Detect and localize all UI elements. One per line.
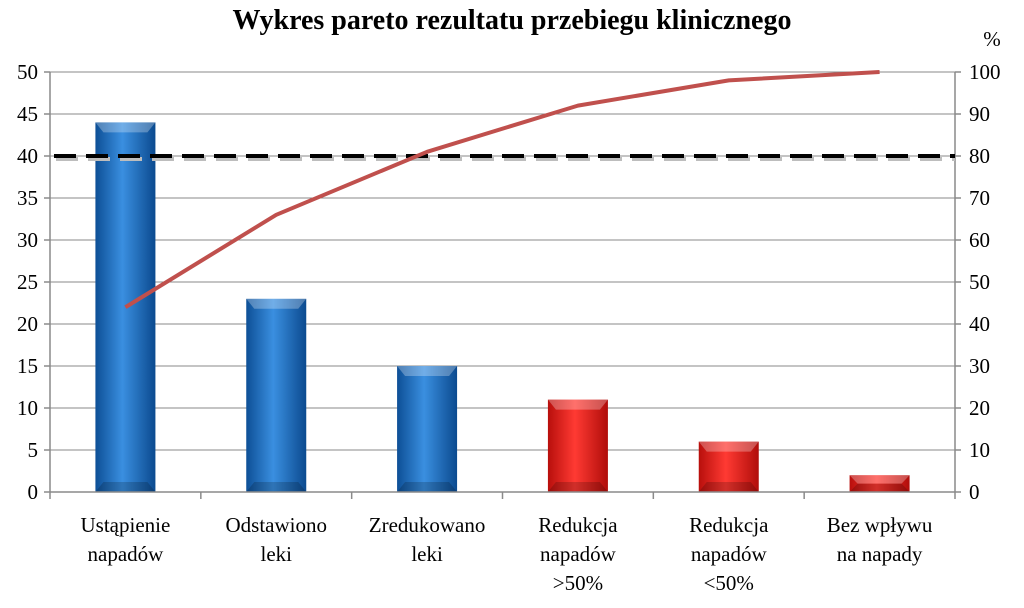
- bar-bevel-top: [246, 299, 306, 309]
- bars: [95, 122, 909, 492]
- x-category-label-line: Ustąpienie: [81, 513, 171, 537]
- y2-tick-label: 80: [969, 144, 990, 168]
- bar-bevel-top: [850, 475, 910, 483]
- bar-bevel-bottom: [548, 482, 608, 492]
- y2-tick-label: 0: [969, 480, 980, 504]
- bar: [246, 299, 306, 492]
- bar-body: [548, 400, 608, 492]
- bar: [397, 366, 457, 492]
- y2-tick-label: 70: [969, 186, 990, 210]
- y-tick-label: 30: [17, 228, 38, 252]
- bar-body: [397, 366, 457, 492]
- y2-tick-label: 30: [969, 354, 990, 378]
- bar-bevel-bottom: [397, 482, 457, 492]
- bar-bevel-top: [699, 442, 759, 452]
- y2-tick-label: 100: [969, 60, 1001, 84]
- x-category-label-line: <50%: [704, 571, 754, 595]
- x-category-label-line: Redukcja: [689, 513, 769, 537]
- cumulative-line: [125, 72, 879, 307]
- bar: [548, 400, 608, 492]
- y-tick-label: 50: [17, 60, 38, 84]
- y-tick-label: 5: [28, 438, 39, 462]
- axes: [44, 72, 961, 499]
- y-tick-label: 40: [17, 144, 38, 168]
- y-tick-label: 25: [17, 270, 38, 294]
- x-category-label-line: leki: [411, 542, 443, 566]
- y2-tick-label: 50: [969, 270, 990, 294]
- bar-body: [246, 299, 306, 492]
- x-category-label: Redukcja napadów >50%: [538, 513, 618, 595]
- bar-bevel-bottom: [850, 484, 910, 492]
- bar-bevel-top: [397, 366, 457, 376]
- x-category-label: Ustąpienie napadów: [81, 513, 171, 566]
- y2-tick-label: 10: [969, 438, 990, 462]
- y2-tick-label: 90: [969, 102, 990, 126]
- y2-unit-label: %: [983, 27, 1001, 51]
- chart-title: Wykres pareto rezultatu przebiegu klinic…: [233, 5, 792, 36]
- x-category-label-line: Bez wpływu: [827, 513, 933, 537]
- y-tick-label: 20: [17, 312, 38, 336]
- bar-bevel-bottom: [699, 482, 759, 492]
- x-category-label-line: Odstawiono: [226, 513, 328, 537]
- y-tick-label: 35: [17, 186, 38, 210]
- bar-bevel-bottom: [246, 482, 306, 492]
- x-category-label-line: napadów: [540, 542, 617, 566]
- y2-tick-label: 60: [969, 228, 990, 252]
- bar-bevel-top: [548, 400, 608, 410]
- x-category-label-line: Redukcja: [538, 513, 618, 537]
- tick-labels: 0 5 10 15 20 25 30 35 40 45 50 0 10 20 30 40 50 60 70 80 90 1…: [17, 60, 1001, 595]
- x-category-label-line: Zredukowano: [369, 513, 486, 537]
- y-tick-label: 45: [17, 102, 38, 126]
- x-category-label-line: leki: [261, 542, 293, 566]
- bar: [850, 475, 910, 492]
- y-tick-label: 10: [17, 396, 38, 420]
- cumulative-line-group: [125, 72, 879, 307]
- y-tick-label: 0: [28, 480, 39, 504]
- x-category-label-line: napadów: [691, 542, 768, 566]
- bar-bevel-top: [95, 122, 155, 132]
- x-category-label-line: >50%: [553, 571, 603, 595]
- bar: [699, 442, 759, 492]
- x-category-label-line: napadów: [88, 542, 165, 566]
- x-category-label: Zredukowano leki: [369, 513, 486, 566]
- y2-tick-label: 40: [969, 312, 990, 336]
- x-category-label-line: na napady: [837, 542, 923, 566]
- x-category-label: Bez wpływu na napady: [827, 513, 933, 566]
- y-tick-label: 15: [17, 354, 38, 378]
- x-category-label: Odstawiono leki: [226, 513, 328, 566]
- y2-tick-label: 20: [969, 396, 990, 420]
- bar-bevel-bottom: [95, 482, 155, 492]
- x-category-label: Redukcja napadów <50%: [689, 513, 769, 595]
